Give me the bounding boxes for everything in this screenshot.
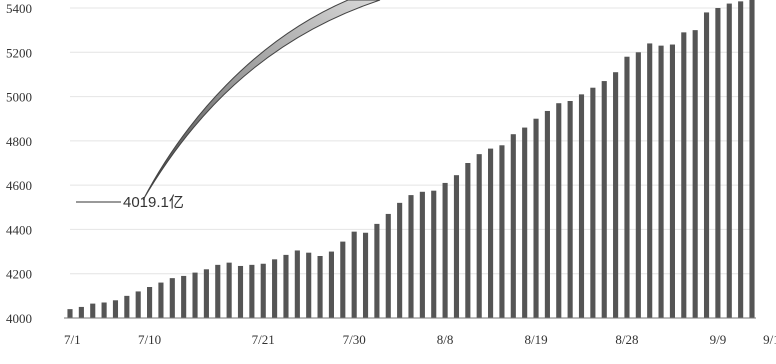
bar (522, 127, 528, 318)
bar (442, 182, 448, 318)
bar (78, 306, 84, 318)
bar (499, 145, 505, 318)
bar (465, 163, 471, 318)
bar (624, 56, 630, 319)
bar (192, 272, 198, 318)
bar (601, 81, 607, 318)
bar (306, 252, 312, 318)
bar (613, 72, 619, 319)
bar (101, 302, 107, 318)
x-tick-label: 7/10 (138, 332, 161, 347)
bar (112, 300, 119, 318)
bar (544, 110, 550, 319)
bar (567, 101, 573, 318)
bar (669, 44, 675, 318)
y-tick-label: 4800 (6, 134, 32, 149)
annotation-label: 4019.1亿 (123, 194, 184, 211)
bar (703, 12, 710, 319)
bar (726, 3, 732, 318)
bar (658, 45, 664, 318)
bar (578, 94, 585, 318)
bar (272, 259, 278, 318)
y-tick-label: 4400 (6, 222, 32, 237)
bar (260, 263, 266, 318)
bar (90, 303, 96, 318)
bar (431, 190, 437, 318)
x-tick-label: 8/8 (437, 332, 454, 347)
bar (237, 265, 244, 318)
y-tick-label: 4000 (6, 311, 32, 326)
bar (385, 213, 391, 318)
bar (362, 232, 369, 318)
x-tick-label: 7/30 (343, 332, 366, 347)
trend-arrow-graphic (142, 0, 381, 201)
bar (328, 251, 334, 318)
bar (135, 291, 141, 318)
bar (692, 30, 698, 318)
y-tick-label: 4600 (6, 178, 32, 193)
x-tick-label: 9/16 (763, 332, 776, 347)
bar (749, 0, 755, 318)
bar (374, 223, 380, 318)
bar (453, 175, 460, 318)
x-axis: 7/1 7/10 7/21 7/30 8/8 8/19 8/28 9/9 9/16 (64, 317, 776, 347)
x-tick-label: 8/19 (524, 332, 547, 347)
y-tick-label: 4200 (6, 267, 32, 282)
bar (147, 287, 153, 318)
bar (738, 1, 744, 319)
y-tick-label: 5400 (6, 1, 32, 16)
x-tick-label: 9/9 (710, 332, 727, 347)
bar (533, 118, 539, 319)
bar (158, 282, 164, 318)
bar (283, 254, 289, 318)
bar (169, 278, 175, 318)
bar (488, 148, 494, 318)
bar (249, 264, 255, 318)
bar (408, 195, 414, 318)
bar (681, 32, 687, 319)
y-axis: 4000 4200 4400 4600 4800 5000 5200 5400 (6, 1, 32, 326)
bar (226, 262, 232, 318)
bar (510, 134, 516, 318)
bar (397, 202, 403, 318)
bar (419, 191, 425, 318)
bar (203, 269, 209, 318)
y-tick-label: 5000 (6, 90, 32, 105)
bar (590, 87, 596, 319)
bar (340, 241, 346, 318)
x-tick-label: 7/1 (64, 332, 81, 347)
bar (67, 309, 73, 318)
x-tick-label: 7/21 (252, 332, 275, 347)
bar (181, 275, 187, 318)
bar (556, 103, 562, 319)
x-tick-label: 8/28 (615, 332, 638, 347)
bar (215, 264, 221, 318)
y-tick-label: 5200 (6, 45, 32, 60)
bar (647, 43, 653, 319)
bar (715, 8, 721, 318)
bar (476, 154, 482, 318)
bar-series (67, 0, 755, 319)
bar (635, 52, 641, 318)
bar (294, 250, 300, 318)
bar (124, 295, 130, 318)
bar (317, 256, 323, 318)
bar (351, 231, 357, 318)
